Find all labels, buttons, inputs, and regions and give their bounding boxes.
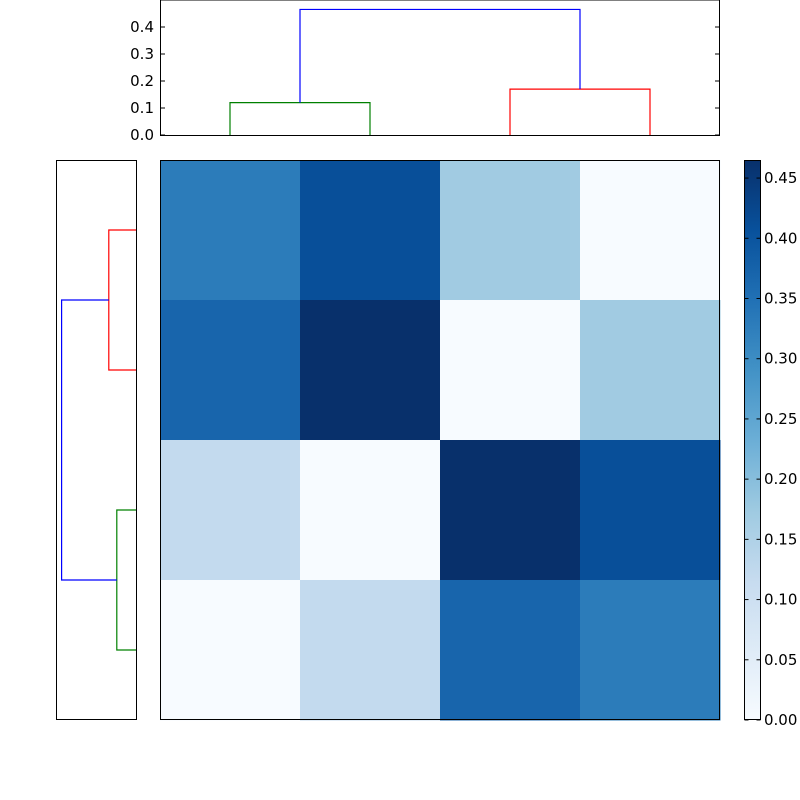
colorbar-tick-label-9: 0.45	[764, 169, 797, 187]
colorbar-ticks: 0.00 0.05 0.10 0.15 0.20 0.25 0.30 0.35 0.40 0.45	[744, 169, 797, 729]
top-ytick-label-0: 0.0	[130, 126, 154, 144]
heatmap-frame	[160, 160, 720, 720]
heatmap-cell-r0-c3	[580, 160, 721, 301]
heatmap	[160, 160, 721, 721]
top-dendrogram-y-ticks: 0.0 0.1 0.2 0.3 0.4	[130, 18, 720, 144]
heatmap-cell-r1-c1	[300, 300, 441, 441]
colorbar-tick-label-2: 0.10	[764, 591, 797, 609]
colorbar-tick-label-5: 0.25	[764, 410, 797, 428]
heatmap-cell-r3-c0	[160, 580, 301, 721]
heatmap-cell-r0-c2	[440, 160, 581, 301]
heatmap-cell-r3-c3	[580, 580, 721, 721]
left-dendrogram-links	[61, 229, 136, 651]
heatmap-cell-r0-c1	[300, 160, 441, 301]
top-dendrogram-frame	[160, 0, 720, 136]
colorbar: 0.00 0.05 0.10 0.15 0.20 0.25 0.30 0.35 0.40 0.45	[744, 160, 797, 729]
heatmap-cell-r2-c0	[160, 440, 301, 581]
top-dendrogram-links	[229, 8, 651, 135]
colorbar-tick-label-6: 0.30	[764, 350, 797, 368]
heatmap-cell-r1-c2	[440, 300, 581, 441]
left-dendrogram	[56, 160, 137, 720]
top-ytick-label-3: 0.3	[130, 45, 154, 63]
heatmap-cell-r3-c1	[300, 580, 441, 721]
top-dendrogram: 0.0 0.1 0.2 0.3 0.4	[130, 0, 720, 144]
colorbar-tick-label-7: 0.35	[764, 289, 797, 307]
colorbar-tick-label-8: 0.40	[764, 229, 797, 247]
top-ytick-label-4: 0.4	[130, 18, 154, 36]
top-ytick-label-2: 0.2	[130, 72, 154, 90]
heatmap-cell-r1-c0	[160, 300, 301, 441]
heatmap-cell-r2-c2	[440, 440, 581, 581]
heatmap-cell-r0-c0	[160, 160, 301, 301]
heatmap-cells	[160, 160, 721, 721]
colorbar-tick-label-4: 0.20	[764, 470, 797, 488]
heatmap-cell-r1-c3	[580, 300, 721, 441]
left-dendrogram-frame	[56, 160, 137, 720]
colorbar-tick-label-0: 0.00	[764, 711, 797, 729]
colorbar-gradient	[744, 160, 761, 720]
heatmap-cell-r2-c3	[580, 440, 721, 581]
heatmap-cell-r3-c2	[440, 580, 581, 721]
colorbar-tick-label-1: 0.05	[764, 651, 797, 669]
top-dendrogram-link-2	[299, 8, 581, 103]
heatmap-cell-r2-c1	[300, 440, 441, 581]
top-ytick-label-1: 0.1	[130, 99, 154, 117]
left-dendrogram-link-2	[61, 299, 117, 581]
colorbar-tick-label-3: 0.15	[764, 530, 797, 548]
